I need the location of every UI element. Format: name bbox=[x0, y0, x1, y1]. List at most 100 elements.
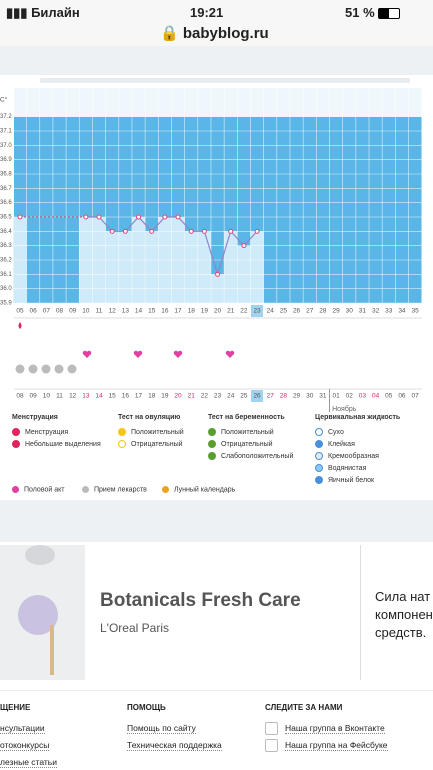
y-tick-label: 37.1 bbox=[0, 129, 12, 135]
y-tick-label: 37.2 bbox=[0, 114, 12, 120]
footer-link[interactable]: Помощь по сайту bbox=[127, 723, 196, 734]
social-icon bbox=[265, 722, 278, 735]
ad-side-line: Сила нат bbox=[375, 589, 431, 604]
ad-image bbox=[0, 545, 85, 680]
temp-point bbox=[215, 271, 221, 277]
date-label: 16 bbox=[122, 393, 130, 400]
x-tick-label: 24 bbox=[267, 308, 275, 315]
scrollbar bbox=[40, 78, 410, 83]
date-label: 02 bbox=[346, 393, 354, 400]
day-bar bbox=[250, 231, 264, 303]
day-bar bbox=[145, 231, 159, 303]
legend-icon bbox=[315, 452, 323, 460]
temp-point bbox=[122, 228, 128, 234]
x-tick-label: 33 bbox=[385, 308, 393, 315]
url[interactable]: 🔒 babyblog.ru bbox=[160, 25, 269, 42]
x-tick-label: 30 bbox=[346, 308, 354, 315]
x-tick-label: 13 bbox=[122, 308, 130, 315]
legend-icon bbox=[315, 428, 323, 436]
y-tick-label: 36.5 bbox=[0, 215, 12, 221]
temp-point bbox=[162, 214, 168, 220]
date-label: 13 bbox=[82, 393, 90, 400]
legend-item: Отрицательный bbox=[208, 440, 273, 448]
footer-link[interactable]: нсультации bbox=[0, 723, 45, 734]
day-bar bbox=[197, 231, 211, 303]
footer-link[interactable]: лезные статьи bbox=[0, 757, 57, 768]
legend-text: Слабоположительный bbox=[221, 452, 294, 460]
x-tick-label: 35 bbox=[411, 308, 419, 315]
legend-item: Положительный bbox=[208, 428, 274, 436]
x-tick-label: 18 bbox=[188, 308, 196, 315]
ad-side-line: компонен bbox=[375, 607, 433, 622]
y-tick-label: 36.1 bbox=[0, 272, 12, 278]
legend-item: Менструация bbox=[12, 428, 68, 436]
y-tick-label: 37.0 bbox=[0, 143, 12, 149]
divider bbox=[360, 545, 361, 680]
y-tick-label: 36.0 bbox=[0, 286, 12, 292]
legend-icon bbox=[208, 452, 216, 460]
footer-link[interactable]: Наша группа в Вконтакте bbox=[285, 723, 385, 734]
legend-text: Положительный bbox=[221, 428, 274, 436]
x-tick-label: 08 bbox=[56, 308, 64, 315]
temp-point bbox=[136, 214, 142, 220]
battery-text: 51 % bbox=[345, 5, 375, 20]
x-tick-label: 25 bbox=[280, 308, 288, 315]
x-tick-label: 28 bbox=[319, 308, 327, 315]
legend-icon bbox=[118, 440, 126, 448]
legend: Менструация Менструация Небольшие выделени… bbox=[12, 410, 422, 500]
temp-point bbox=[175, 214, 181, 220]
date-label: 01 bbox=[332, 393, 340, 400]
date-label: 05 bbox=[385, 393, 393, 400]
temp-point bbox=[17, 214, 23, 220]
battery: 51 % bbox=[345, 5, 401, 20]
x-tick-label: 09 bbox=[69, 308, 77, 315]
x-tick-label: 05 bbox=[16, 308, 24, 315]
date-label: 30 bbox=[306, 393, 314, 400]
ad-title[interactable]: Botanicals Fresh Care bbox=[100, 590, 301, 611]
footer-link[interactable]: отоконкурсы bbox=[0, 740, 50, 751]
legend-item: Слабоположительный bbox=[208, 452, 293, 460]
legend-text: Лунный календарь bbox=[174, 486, 236, 494]
legend-icon bbox=[12, 428, 20, 436]
date-label: 14 bbox=[95, 393, 103, 400]
legend-text: Небольшие выделения bbox=[25, 440, 101, 448]
legend-text: Кремообразная bbox=[328, 452, 379, 460]
temp-point bbox=[201, 228, 207, 234]
footer-link[interactable]: Наша группа на Фейсбуке bbox=[285, 740, 388, 751]
footer-title: ПОМОЩЬ bbox=[127, 703, 166, 712]
date-label: 25 bbox=[240, 393, 248, 400]
current-day bbox=[251, 305, 263, 317]
date-label: 21 bbox=[188, 393, 196, 400]
y-tick-label: 36.2 bbox=[0, 258, 12, 264]
temp-point bbox=[254, 228, 260, 234]
legend-text: Водянистая bbox=[328, 464, 367, 472]
legend-text: Отрицательный bbox=[131, 440, 183, 448]
divider bbox=[0, 690, 433, 691]
x-tick-label: 10 bbox=[82, 308, 90, 315]
time: 19:21 bbox=[190, 5, 224, 20]
legend-title: Тест на беременность bbox=[208, 414, 285, 421]
carrier-name: Билайн bbox=[31, 5, 80, 20]
date-label: 08 bbox=[16, 393, 24, 400]
legend-item: Небольшие выделения bbox=[12, 440, 101, 448]
x-tick-label: 22 bbox=[240, 308, 248, 315]
legend-text: Яичный белок bbox=[328, 476, 375, 484]
date-label: 27 bbox=[267, 393, 275, 400]
date-label: 15 bbox=[109, 393, 117, 400]
x-tick-label: 34 bbox=[398, 308, 406, 315]
ad-side: Сила нат компонен средств. bbox=[375, 588, 433, 642]
date-label: 28 bbox=[280, 393, 288, 400]
footer-link[interactable]: Техническая поддержка bbox=[127, 740, 222, 751]
y-tick-label: 36.3 bbox=[0, 243, 12, 249]
date-label: 17 bbox=[135, 393, 143, 400]
date-label: 06 bbox=[398, 393, 406, 400]
browser-top bbox=[0, 0, 433, 46]
temp-point bbox=[188, 228, 194, 234]
temp-point bbox=[149, 228, 155, 234]
temp-point bbox=[83, 214, 89, 220]
date-label: 26 bbox=[253, 393, 261, 400]
date-label: 10 bbox=[43, 393, 51, 400]
date-label: 11 bbox=[56, 393, 63, 400]
x-tick-label: 14 bbox=[135, 308, 143, 315]
